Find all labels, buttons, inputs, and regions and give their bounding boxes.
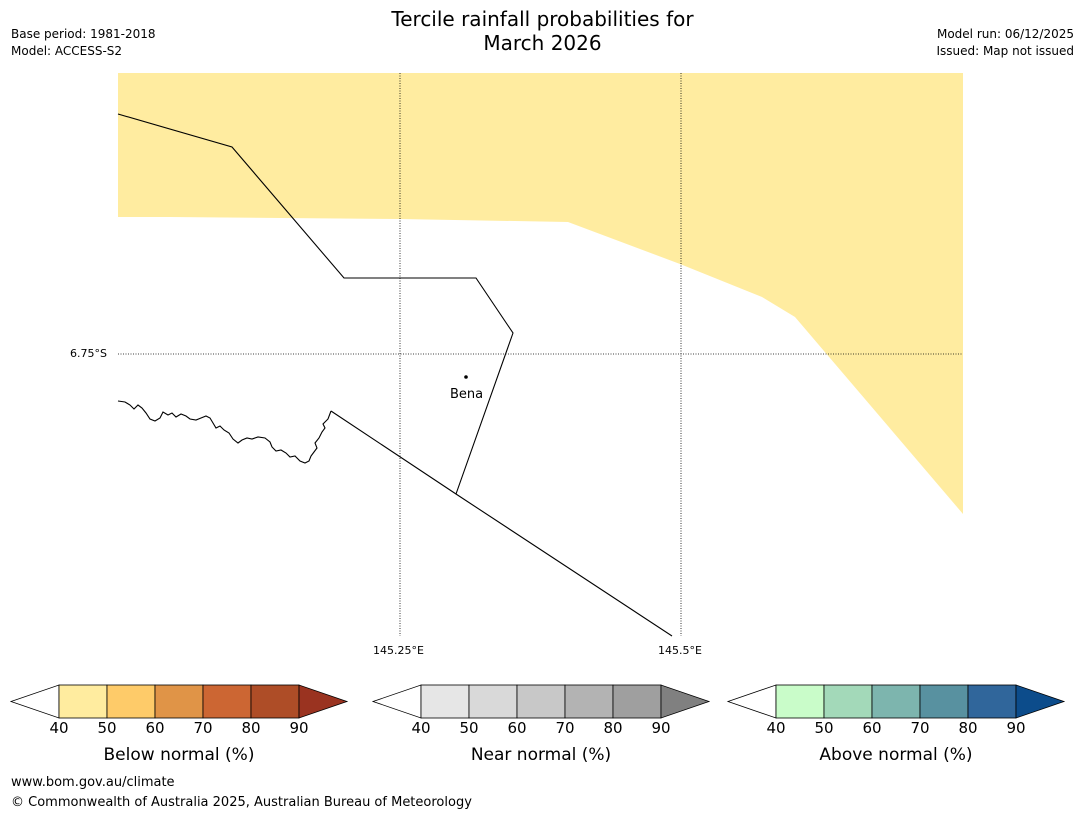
lon-label-2: 145.5°E (658, 644, 702, 657)
colorbar-below-high-extend (298, 684, 349, 719)
footer-copyright: © Commonwealth of Australia 2025, Austra… (11, 795, 472, 810)
colorbar-near-segment (516, 684, 566, 719)
colorbar-near (371, 684, 711, 719)
river-line (117, 400, 332, 464)
colorbar-above-tick: 50 (814, 719, 834, 737)
province-boundary-south (330, 410, 673, 637)
colorbar-below-tick: 60 (145, 719, 165, 737)
colorbar-near-high-extend (660, 684, 711, 719)
title-line-1: Tercile rainfall probabilities for (391, 7, 694, 31)
colorbar-near-segment (420, 684, 470, 719)
colorbar-above-segment (775, 684, 825, 719)
colorbar-above-tick: 40 (766, 719, 786, 737)
map-title: Tercile rainfall probabilities for March… (0, 7, 1085, 55)
meta-left: Base period: 1981-2018 Model: ACCESS-S2 (11, 26, 156, 60)
colorbar-below-segment (154, 684, 204, 719)
colorbar-near-low-extend (371, 684, 422, 719)
colorbar-above-tick: 60 (862, 719, 882, 737)
colorbar-above-segment (967, 684, 1017, 719)
colorbar-above-segment (919, 684, 969, 719)
colorbar-below-tick: 40 (49, 719, 69, 737)
colorbar-below-tick: 90 (289, 719, 309, 737)
model-name: Model: ACCESS-S2 (11, 44, 123, 58)
title-line-2: March 2026 (483, 31, 602, 55)
colorbar-near-segment (564, 684, 614, 719)
colorbar-near-tick: 50 (459, 719, 479, 737)
footer-url[interactable]: www.bom.gov.au/climate (11, 775, 175, 790)
colorbar-below-tick: 70 (193, 719, 213, 737)
base-period: Base period: 1981-2018 (11, 27, 156, 41)
colorbar-below-low-extend (9, 684, 60, 719)
colorbar-near-title: Near normal (%) (470, 745, 612, 765)
below-normal-shading (118, 73, 963, 514)
colorbar-below (9, 684, 349, 719)
colorbar-above-tick: 70 (910, 719, 930, 737)
colorbar-near-tick: 40 (411, 719, 431, 737)
colorbar-above-segment (871, 684, 921, 719)
colorbar-above-high-extend (1015, 684, 1066, 719)
issued-status: Issued: Map not issued (936, 44, 1074, 58)
colorbar-above-tick: 90 (1006, 719, 1026, 737)
colorbar-near-tick: 70 (555, 719, 575, 737)
colorbar-above-title: Above normal (%) (819, 745, 973, 765)
colorbar-below-segment (106, 684, 156, 719)
colorbar-below-segment (58, 684, 108, 719)
colorbar-below-segment (202, 684, 252, 719)
colorbar-above-tick: 80 (958, 719, 978, 737)
colorbar-below-title: Below normal (%) (103, 745, 255, 765)
colorbar-above-low-extend (726, 684, 777, 719)
province-boundary-north (117, 113, 514, 495)
colorbar-above-segment (823, 684, 873, 719)
model-run: Model run: 06/12/2025 (936, 27, 1074, 41)
colorbar-above (726, 684, 1066, 719)
meta-right: Model run: 06/12/2025 Issued: Map not is… (936, 26, 1074, 60)
colorbar-below-tick: 50 (97, 719, 117, 737)
colorbar-near-segment (612, 684, 662, 719)
town-label: Bena (450, 387, 484, 402)
colorbar-near-tick: 60 (507, 719, 527, 737)
colorbar-near-tick: 80 (603, 719, 623, 737)
colorbar-below-segment (250, 684, 300, 719)
town-marker (464, 375, 468, 379)
lon-label-1: 145.25°E (373, 644, 424, 657)
lat-label: 6.75°S (70, 347, 107, 360)
colorbar-near-tick: 90 (651, 719, 671, 737)
colorbar-near-segment (468, 684, 518, 719)
colorbar-below-tick: 80 (241, 719, 261, 737)
